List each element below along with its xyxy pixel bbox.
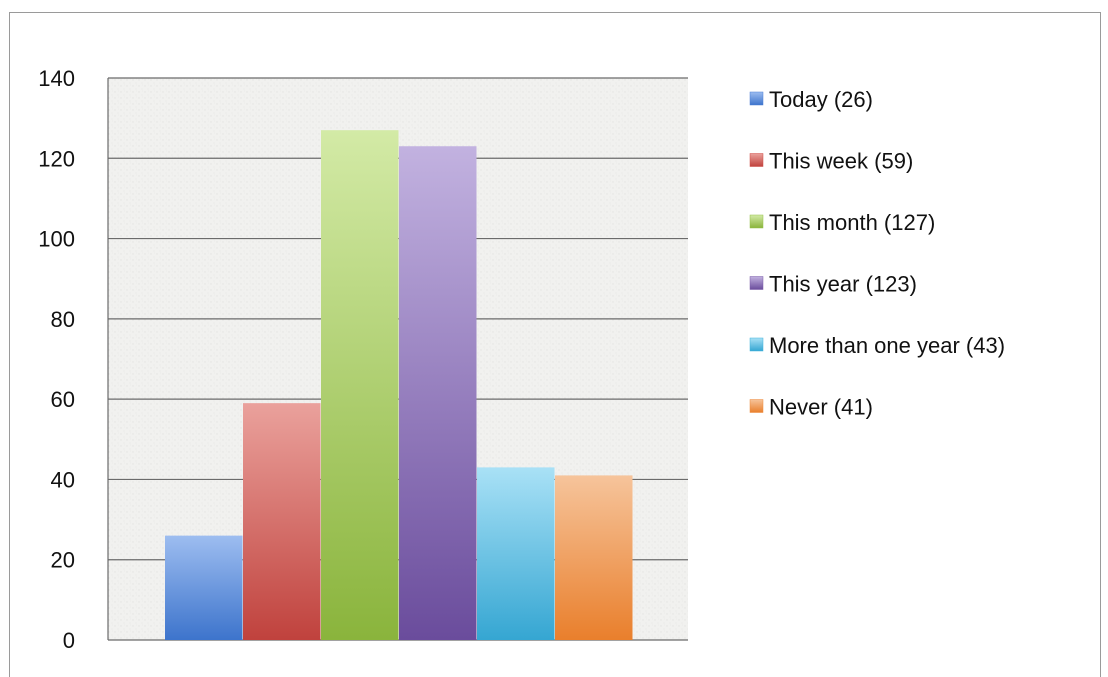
legend-label: Never (41) bbox=[769, 395, 873, 420]
legend-swatch bbox=[749, 91, 764, 106]
y-tick-label: 60 bbox=[51, 387, 75, 412]
y-tick-label: 20 bbox=[51, 548, 75, 573]
bar-never bbox=[555, 475, 633, 640]
bar-more-than-one-year bbox=[477, 467, 555, 640]
y-tick-label: 0 bbox=[63, 628, 75, 653]
legend-swatch bbox=[749, 276, 764, 290]
legend-label: This year (123) bbox=[769, 272, 917, 297]
bar-this-year bbox=[399, 146, 477, 640]
bar-today bbox=[165, 535, 243, 640]
y-tick-label: 140 bbox=[38, 66, 75, 91]
legend-label: More than one year (43) bbox=[769, 333, 1005, 358]
bars bbox=[165, 130, 633, 640]
bar-this-week bbox=[243, 403, 321, 640]
y-tick-label: 80 bbox=[51, 307, 75, 332]
y-axis-tick-labels: 0 20 40 60 80 100 120 140 bbox=[38, 66, 75, 653]
legend-swatch bbox=[749, 337, 764, 352]
y-tick-label: 100 bbox=[38, 227, 75, 252]
legend-label: This month (127) bbox=[769, 210, 935, 235]
bar-this-month bbox=[321, 130, 399, 640]
legend-swatch bbox=[749, 153, 764, 167]
legend-swatch bbox=[749, 399, 764, 413]
y-tick-label: 120 bbox=[38, 146, 75, 171]
legend-swatch bbox=[749, 214, 764, 229]
legend-label: This week (59) bbox=[769, 149, 913, 174]
legend-label: Today (26) bbox=[769, 87, 873, 112]
y-tick-label: 40 bbox=[51, 467, 75, 492]
legend: Today (26) This week (59) This month (127)… bbox=[749, 87, 1005, 420]
